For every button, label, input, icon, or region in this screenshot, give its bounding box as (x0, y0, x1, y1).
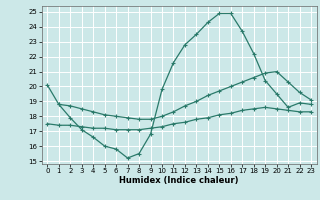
X-axis label: Humidex (Indice chaleur): Humidex (Indice chaleur) (119, 176, 239, 185)
